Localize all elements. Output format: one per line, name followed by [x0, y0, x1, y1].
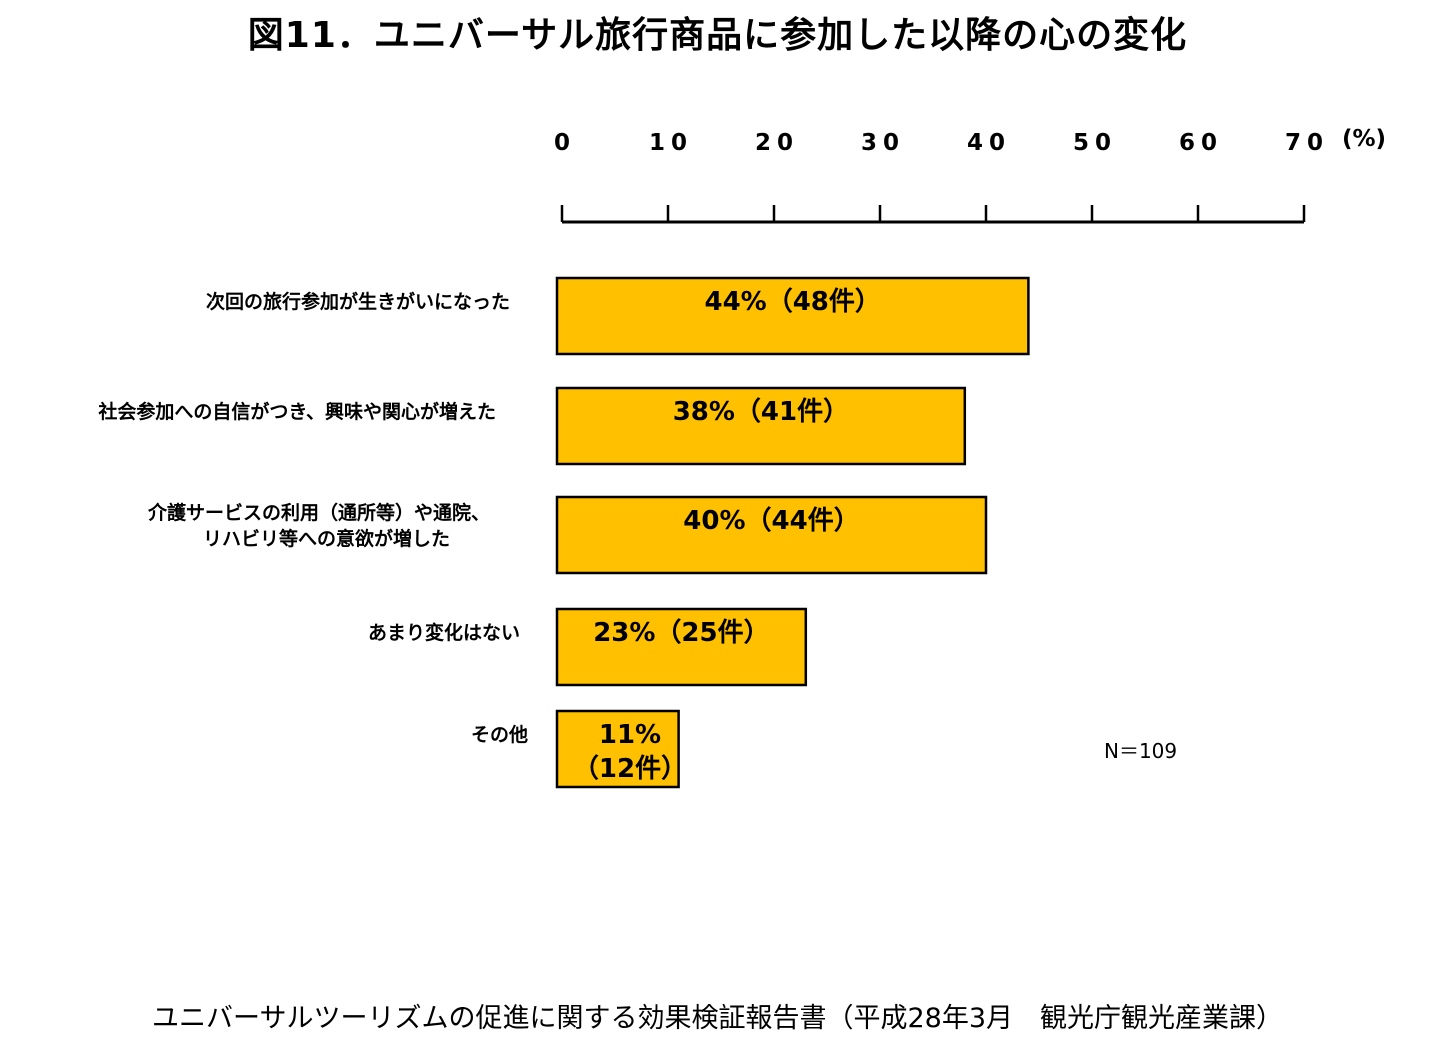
category-label: 次回の旅行参加が生きがいになった — [206, 290, 510, 313]
chart-title: 図11．ユニバーサル旅行商品に参加した以降の心の変化 — [247, 15, 1188, 56]
category-label: あまり変化はない — [368, 621, 520, 644]
category-label: リハビリ等への意欲が増した — [203, 527, 450, 550]
bar-data-label: 11% — [599, 720, 661, 750]
x-axis: 0 10 20 30 40 50 60 70 (%) — [554, 126, 1386, 224]
bar — [555, 709, 680, 789]
category-label: 介護サービスの利用（通所等）や通院、 — [147, 501, 490, 524]
bar-data-label: 44%（48件） — [704, 287, 880, 317]
bar — [555, 495, 988, 575]
x-tick-label: 40 — [967, 130, 1011, 156]
source-citation: ユニバーサルツーリズムの促進に関する効果検証報告書（平成28年3月 観光庁観光産… — [152, 1003, 1283, 1034]
x-tick-label: 30 — [861, 130, 905, 156]
sample-size-note: N＝109 — [1104, 739, 1178, 763]
x-tick-label: 10 — [649, 130, 693, 156]
bar — [555, 276, 1030, 356]
bars-group: 44%（48件） 38%（41件） 40%（44件） 23%（25件） 11% （12件） — [555, 276, 1030, 789]
x-tick-label: 60 — [1179, 130, 1223, 156]
bar — [555, 386, 967, 466]
category-labels: 次回の旅行参加が生きがいになった社会参加への自信がつき、興味や関心が増えた介護サ… — [97, 290, 528, 746]
x-tick-label: 20 — [755, 130, 799, 156]
bar-chart: 0 10 20 30 40 50 60 70 (%) 44%（48件） 38%（41件） 40%（4… — [97, 126, 1386, 789]
x-tick-label: 70 — [1285, 130, 1329, 156]
bar-data-label: 38%（41件） — [673, 397, 849, 427]
bar-data-label: （12件） — [573, 754, 687, 784]
bar-data-label: 23%（25件） — [593, 618, 769, 648]
x-tick-label: 0 — [554, 130, 576, 156]
bar-data-label: 40%（44件） — [683, 506, 859, 536]
unit-label: (%) — [1342, 126, 1386, 152]
category-label: その他 — [471, 723, 528, 746]
bar — [555, 607, 808, 687]
x-tick-label: 50 — [1073, 130, 1117, 156]
category-label: 社会参加への自信がつき、興味や関心が増えた — [97, 400, 496, 423]
